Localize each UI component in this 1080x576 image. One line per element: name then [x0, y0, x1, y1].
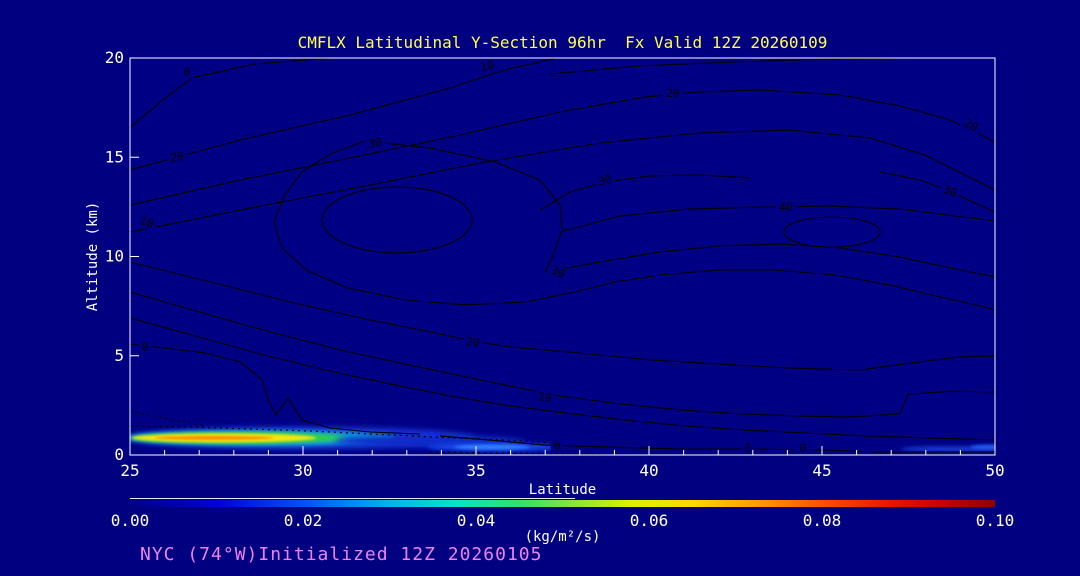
contour-label: 10 — [475, 58, 499, 75]
svg-text:20: 20 — [666, 86, 680, 100]
y-tick-label: 0 — [114, 445, 124, 464]
colorbar-gradient — [130, 500, 995, 507]
svg-text:30: 30 — [367, 135, 384, 152]
contour-label: 10 — [135, 212, 159, 232]
colorbar-tick-label: 0.08 — [803, 511, 842, 530]
contour-label: 20 — [959, 114, 984, 136]
svg-text:20: 20 — [169, 149, 185, 165]
contour-line — [130, 317, 995, 441]
contour-line — [364, 140, 563, 273]
y-axis-title: Altitude (km) — [85, 202, 101, 312]
contour-line — [273, 140, 995, 311]
x-tick-label: 35 — [466, 461, 485, 480]
svg-text:30: 30 — [597, 172, 614, 189]
contour-label: 30 — [938, 181, 962, 201]
svg-text:10: 10 — [537, 389, 553, 405]
x-tick-label: 40 — [639, 461, 658, 480]
x-tick-label: 50 — [985, 461, 1004, 480]
contour-label: 30 — [363, 134, 387, 152]
flux-fill-blob — [453, 444, 530, 450]
contour-line — [545, 243, 995, 278]
colorbar-tick-label: 0.06 — [630, 511, 669, 530]
contour-label: 10 — [534, 389, 556, 405]
x-tick-label: 30 — [293, 461, 312, 480]
y-tick-label: 5 — [114, 346, 124, 365]
contour-line — [130, 58, 558, 171]
flux-fill-blob — [970, 444, 995, 450]
svg-text:0: 0 — [553, 438, 560, 452]
contour-label: 40 — [776, 200, 797, 214]
contour-label: 30 — [546, 261, 570, 283]
contour-label: 0 — [138, 340, 152, 354]
svg-text:0: 0 — [800, 441, 807, 455]
flux-fill-blob — [154, 436, 274, 440]
svg-text:40: 40 — [779, 200, 793, 214]
svg-text:10: 10 — [479, 58, 496, 75]
svg-text:0: 0 — [141, 340, 148, 354]
contour-closed-loop — [321, 186, 473, 254]
contour-line — [539, 174, 751, 211]
contour-line — [130, 291, 995, 418]
contour-label: 30 — [593, 171, 617, 189]
contour-label: 0 — [550, 438, 564, 452]
contour-label: 0 — [741, 441, 755, 455]
svg-text:30: 30 — [549, 263, 568, 282]
colorbar-tick-label: 0.10 — [976, 511, 1015, 530]
colorbar-tick-label: 0.02 — [284, 511, 323, 530]
svg-text:0: 0 — [184, 65, 191, 79]
contour-label: 0 — [180, 65, 194, 79]
y-tick-label: 15 — [105, 147, 124, 166]
svg-text:20: 20 — [962, 116, 981, 135]
init-annotation: NYC (74°W)Initialized 12Z 20260105 — [140, 544, 543, 565]
colorbar-tick-label: 0.00 — [111, 511, 150, 530]
contour-line — [130, 261, 995, 371]
plot-title: CMFLX Latitudinal Y-Section 96hr Fx Vali… — [297, 33, 828, 52]
y-tick-label: 10 — [105, 247, 124, 266]
contour-label: 20 — [166, 148, 189, 166]
x-tick-label: 25 — [120, 461, 139, 480]
y-tick-label: 20 — [105, 48, 124, 67]
contour-label: 20 — [662, 86, 683, 100]
contour-line — [439, 435, 995, 453]
axes: 25 30 35 40 45 50 0 5 10 15 20 Latitude Altitude (km… — [85, 48, 1005, 498]
contour-line — [130, 343, 420, 435]
plot-content: 0 10 20 30 20 20 30 30 40 10 30 0 20 10 0 0 0 — [130, 58, 995, 455]
x-tick-label: 45 — [812, 461, 831, 480]
colorbar-tick-label: 0.04 — [457, 511, 496, 530]
svg-text:10: 10 — [138, 213, 156, 231]
svg-text:0: 0 — [744, 441, 751, 455]
contour-closed-loop — [783, 216, 881, 248]
plot-area — [130, 58, 995, 455]
svg-text:30: 30 — [941, 182, 959, 200]
colorbar: 0.00 0.02 0.04 0.06 0.08 0.10 (kg/m²/s) — [111, 498, 1015, 545]
contour-line — [130, 129, 995, 233]
contour-line — [549, 58, 900, 75]
contour-label: 20 — [462, 334, 484, 350]
colorbar-units-label: (kg/m²/s) — [525, 529, 601, 545]
x-axis-title: Latitude — [529, 482, 596, 498]
contour-label: 0 — [796, 441, 810, 455]
contour-line-dotted — [130, 425, 554, 444]
svg-text:20: 20 — [465, 334, 481, 350]
